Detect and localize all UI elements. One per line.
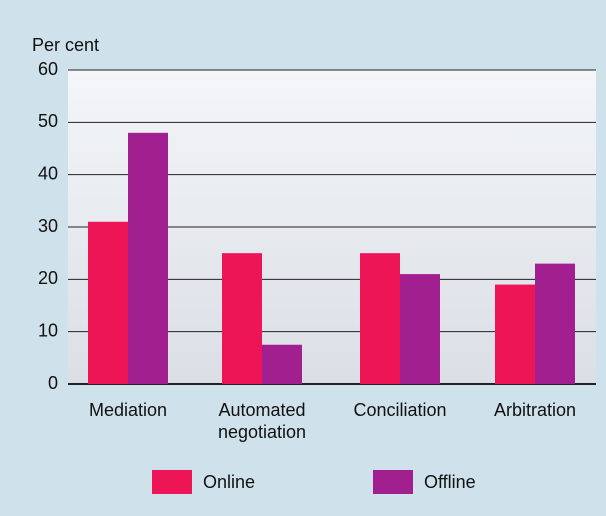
bar	[400, 274, 440, 384]
y-tick-label: 30	[38, 216, 58, 236]
legend-swatch	[152, 470, 192, 494]
x-tick-label: Conciliation	[353, 400, 447, 420]
bar	[128, 132, 168, 384]
bar	[222, 253, 262, 384]
y-tick-label: 20	[38, 268, 58, 288]
y-tick-label: 60	[38, 59, 58, 79]
legend-label: Offline	[424, 472, 476, 492]
bar	[88, 221, 128, 384]
x-tick-label: Automated negotiation	[217, 400, 307, 442]
x-tick-label: Arbitration	[493, 400, 577, 420]
y-axis-label: Per cent	[32, 35, 99, 55]
bar	[360, 253, 400, 384]
bar	[495, 284, 535, 384]
bar	[535, 263, 575, 384]
legend-label: Online	[203, 472, 255, 492]
y-tick-label: 40	[38, 163, 58, 183]
x-tick-label: Mediation	[88, 400, 168, 420]
y-tick-label: 0	[48, 373, 58, 393]
y-tick-label: 50	[38, 111, 58, 131]
y-tick-label: 10	[38, 320, 58, 340]
bar	[262, 344, 302, 384]
legend-swatch	[373, 470, 413, 494]
